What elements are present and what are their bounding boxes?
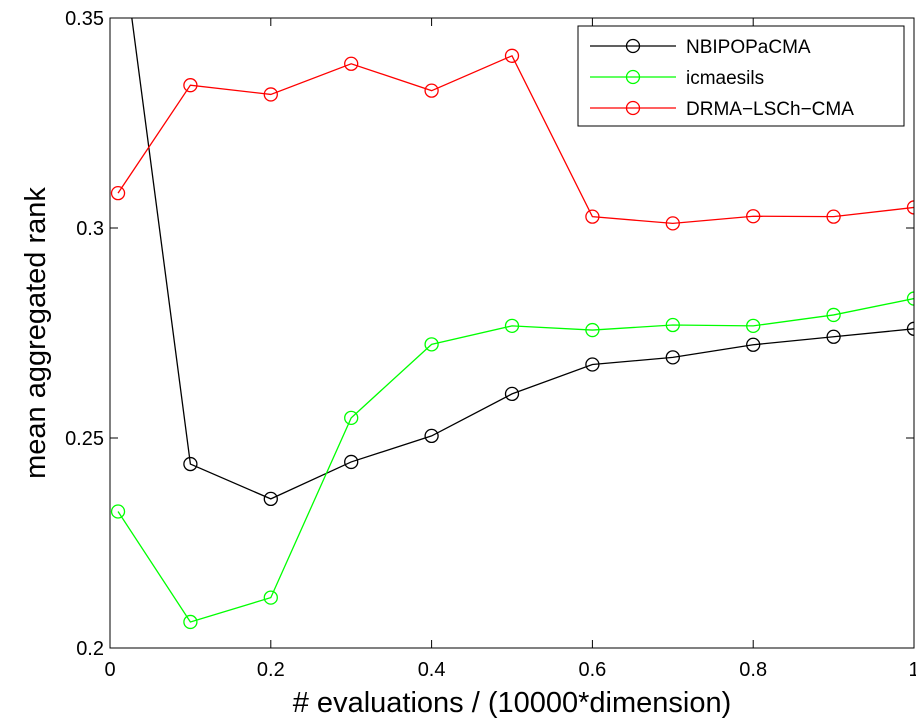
data-point [665,350,680,365]
series-layer [110,18,914,630]
data-point [585,357,600,372]
legend-marker [625,100,641,116]
data-point [504,386,520,402]
data-point [906,321,914,336]
data-point [424,428,439,444]
legend-label: icmaesils [686,68,764,89]
data-point [826,329,841,344]
y-tick-label: 0.25 [65,428,104,450]
data-point [665,216,680,231]
data-point [424,83,439,98]
data-point [424,337,439,352]
data-point [504,318,520,334]
data-point [183,456,198,472]
data-point [344,410,359,425]
legend-label: NBIPOPaCMA [686,37,811,58]
series-line-2 [117,54,914,225]
x-tick-label: 1 [908,659,916,681]
data-point [263,87,278,102]
y-tick-label: 0.3 [76,218,104,240]
x-tick-label: 0.2 [257,659,285,681]
y-axis-label: mean aggregated rank [20,187,52,479]
data-point [110,185,126,201]
data-point [344,454,359,470]
data-point [263,491,278,507]
data-point [665,317,680,333]
y-axis-ticks: 0.2 0.25 0.3 0.35 [65,8,914,660]
data-point [183,78,198,93]
legend-box [577,25,905,127]
legend-marker [625,69,641,85]
x-axis-label: # evaluations / (10000*dimension) [293,687,732,719]
data-point [263,590,278,605]
series-line-0 [131,18,914,500]
legend-items: NBIPOPaCMA icmaesils DRMA−LSCh−CMA [590,37,854,120]
data-point [504,48,520,63]
data-point [344,56,359,71]
data-point [826,307,841,323]
data-point [746,337,761,352]
data-point [746,318,761,334]
data-point [110,504,126,519]
x-tick-label: 0.6 [578,659,606,681]
plot-area-frame [109,17,915,649]
data-point [746,209,761,224]
legend: NBIPOPaCMA icmaesils DRMA−LSCh−CMA [577,25,905,127]
data-point [826,209,841,224]
x-axis-ticks: 0 0.2 0.4 0.6 0.8 1 [104,18,916,681]
x-tick-label: 0.4 [418,659,446,681]
y-tick-label: 0.35 [65,8,104,30]
data-point [585,209,600,224]
data-point [585,322,600,338]
legend-marker [625,38,641,54]
data-point [906,291,914,306]
legend-label: DRMA−LSCh−CMA [686,99,854,120]
x-tick-label: 0 [104,659,115,681]
data-point [906,200,914,215]
series-line-1 [117,297,914,623]
y-tick-label: 0.2 [76,638,104,660]
x-tick-label: 0.8 [739,659,767,681]
data-point [183,614,198,630]
